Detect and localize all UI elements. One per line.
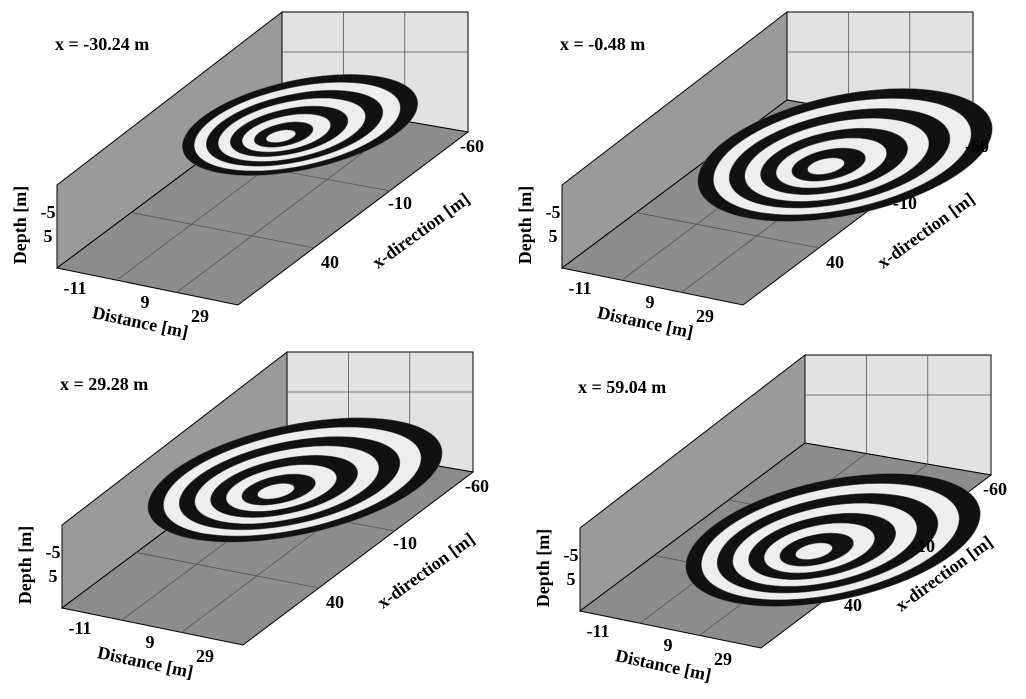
distance-tick: 9 <box>646 292 655 312</box>
distance-tick: -11 <box>568 278 591 298</box>
x-tick: -10 <box>393 533 417 553</box>
isosurface <box>807 157 845 175</box>
grid-line <box>636 212 819 249</box>
distance-tick: 29 <box>191 306 209 326</box>
depth-tick: -5 <box>546 202 561 222</box>
depth-label: Depth [m] <box>515 186 535 265</box>
isosurface <box>795 542 833 560</box>
depth-tick: 5 <box>549 226 558 246</box>
distance-tick: -11 <box>68 618 91 638</box>
x-tick: -10 <box>388 193 412 213</box>
distance-tick: -11 <box>63 278 86 298</box>
depth-label: Depth [m] <box>533 529 553 608</box>
x-tick: 40 <box>321 252 339 272</box>
x-tick: 40 <box>326 592 344 612</box>
distance-tick: -11 <box>586 621 609 641</box>
depth-tick: 5 <box>44 226 53 246</box>
panel-title: x = 29.28 m <box>60 374 148 394</box>
depth-label: Depth [m] <box>10 186 30 265</box>
isosurface <box>265 129 296 143</box>
depth-tick: -5 <box>564 545 579 565</box>
panel-title: x = -30.24 m <box>55 34 149 54</box>
depth-tick: 5 <box>49 566 58 586</box>
isosurface <box>257 483 295 500</box>
distance-tick: 29 <box>196 646 214 666</box>
x-tick: 40 <box>826 252 844 272</box>
distance-tick: 29 <box>714 649 732 669</box>
distance-tick: 9 <box>146 632 155 652</box>
x-label: x-direction [m] <box>368 189 473 273</box>
grid-line <box>131 212 314 249</box>
x-tick: -10 <box>911 536 935 556</box>
depth-label: Depth [m] <box>15 526 35 605</box>
panel-title: x = -0.48 m <box>560 34 645 54</box>
grid-line <box>136 552 319 589</box>
distance-tick: 9 <box>664 635 673 655</box>
x-tick: -60 <box>460 136 484 156</box>
depth-tick: -5 <box>46 542 61 562</box>
depth-tick: -5 <box>41 202 56 222</box>
x-label: x-direction [m] <box>373 529 478 613</box>
distance-tick: 29 <box>696 306 714 326</box>
distance-tick: 9 <box>141 292 150 312</box>
panel-title: x = 59.04 m <box>578 377 666 397</box>
x-tick: 40 <box>844 595 862 615</box>
depth-tick: 5 <box>567 569 576 589</box>
x-tick: -10 <box>893 193 917 213</box>
x-tick: -60 <box>983 479 1007 499</box>
x-tick: -60 <box>965 136 989 156</box>
x-tick: -60 <box>465 476 489 496</box>
